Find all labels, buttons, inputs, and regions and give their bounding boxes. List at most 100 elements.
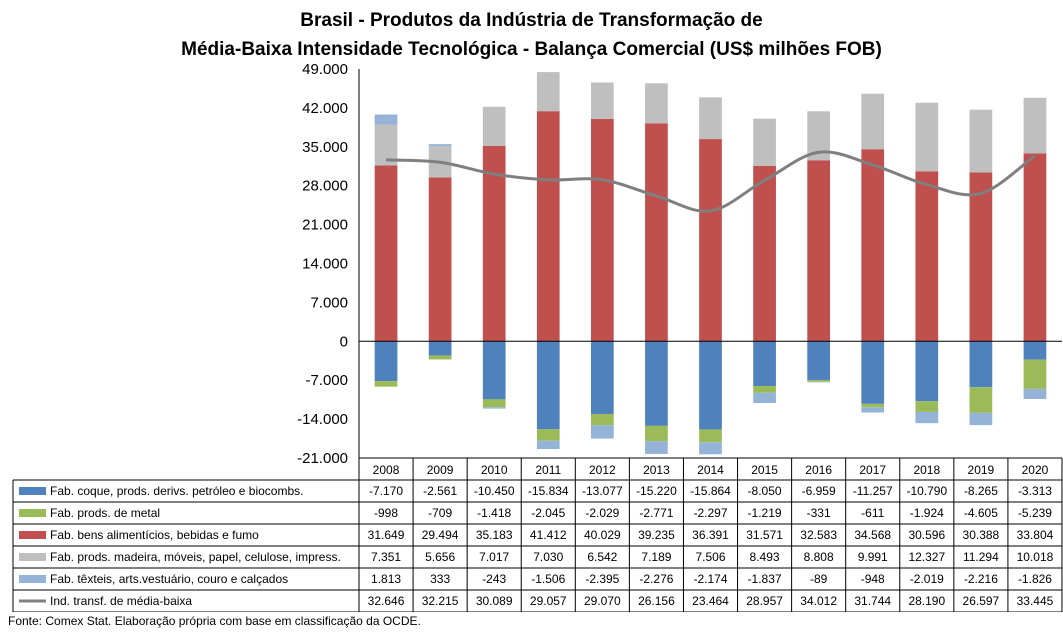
data-label: -15.834 bbox=[528, 484, 569, 498]
y-tick-label: 49.000 bbox=[302, 61, 348, 78]
bar-segment bbox=[645, 341, 668, 426]
x-tick-label: 2010 bbox=[481, 463, 508, 477]
data-label: -2.395 bbox=[585, 572, 619, 586]
bar-segment bbox=[590, 341, 614, 414]
data-label: 9.991 bbox=[858, 550, 888, 564]
data-label: 23.464 bbox=[692, 594, 729, 608]
data-label: -11.257 bbox=[853, 484, 893, 498]
data-label: -1.219 bbox=[748, 506, 782, 520]
bar-segment bbox=[374, 124, 398, 166]
data-label: -6.959 bbox=[802, 484, 836, 498]
data-label: 7.351 bbox=[371, 550, 401, 564]
data-label: 12.327 bbox=[908, 550, 945, 564]
bar-segment bbox=[915, 102, 939, 172]
data-label: 32.215 bbox=[422, 594, 459, 608]
data-label: -2.297 bbox=[693, 506, 727, 520]
data-label: 39.235 bbox=[638, 528, 675, 542]
bar-segment bbox=[536, 111, 560, 342]
bar-segment bbox=[699, 97, 722, 140]
data-label: 30.089 bbox=[476, 594, 513, 608]
bar-segment bbox=[1023, 153, 1047, 342]
data-label: -8.050 bbox=[748, 484, 782, 498]
data-label: 333 bbox=[430, 572, 450, 586]
legend-key bbox=[19, 509, 46, 517]
data-label: -2.019 bbox=[910, 572, 944, 586]
data-label: 31.571 bbox=[746, 528, 783, 542]
bar-segment bbox=[428, 144, 452, 146]
data-label: 29.057 bbox=[530, 594, 567, 608]
bar-segment bbox=[699, 341, 722, 430]
data-label: -2.045 bbox=[531, 506, 565, 520]
data-label: 30.388 bbox=[963, 528, 1000, 542]
data-label: -2.561 bbox=[423, 484, 457, 498]
bar-segment bbox=[482, 145, 506, 342]
y-tick-label: -7.000 bbox=[305, 372, 348, 389]
y-tick-label: 28.000 bbox=[302, 178, 348, 195]
data-label: -13.077 bbox=[582, 484, 623, 498]
legend-key bbox=[19, 531, 46, 539]
bar-segment bbox=[428, 355, 452, 360]
bar-segment bbox=[1023, 388, 1047, 399]
bar-segment bbox=[590, 425, 614, 439]
legend-label: Fab. prods. de metal bbox=[50, 506, 160, 520]
bar-segment bbox=[590, 413, 614, 426]
data-label: -15.864 bbox=[690, 484, 731, 498]
bar-segment bbox=[374, 114, 398, 125]
bar-segment bbox=[1023, 97, 1047, 154]
y-tick-label: 0 bbox=[340, 333, 348, 350]
x-tick-label: 2008 bbox=[373, 463, 400, 477]
data-label: -10.790 bbox=[906, 484, 947, 498]
bar-segment bbox=[699, 442, 722, 455]
bar-segment bbox=[536, 72, 560, 112]
data-label: -948 bbox=[861, 572, 885, 586]
data-label: 6.542 bbox=[587, 550, 617, 564]
y-tick-label: 14.000 bbox=[302, 256, 348, 273]
chart-canvas: 49.000 42.000 35.000 28.000 21.000 14.000 7.00… bbox=[12, 61, 1063, 612]
x-tick-label: 2015 bbox=[751, 463, 778, 477]
legend-key bbox=[19, 553, 46, 561]
bar-segment bbox=[590, 118, 614, 342]
bar-segment bbox=[969, 341, 993, 388]
bar-segment bbox=[753, 341, 776, 387]
data-label: 29.070 bbox=[584, 594, 621, 608]
data-label: -998 bbox=[374, 506, 398, 520]
bar-segment bbox=[645, 123, 668, 342]
data-label: 29.494 bbox=[422, 528, 459, 542]
y-tick-label: 35.000 bbox=[302, 139, 348, 156]
data-label: -1.506 bbox=[531, 572, 565, 586]
bar-segment bbox=[753, 386, 776, 393]
data-label: 8.808 bbox=[804, 550, 834, 564]
data-label: 31.649 bbox=[368, 528, 405, 542]
data-label: -8.265 bbox=[964, 484, 998, 498]
bar-segment bbox=[590, 82, 614, 119]
bar-segment bbox=[536, 341, 560, 430]
bar-segment bbox=[482, 407, 506, 409]
data-label: 33.445 bbox=[1017, 594, 1054, 608]
bar-segment bbox=[374, 341, 398, 382]
bar-segment bbox=[861, 407, 885, 413]
bar-segment bbox=[753, 118, 776, 166]
data-label: 7.030 bbox=[533, 550, 563, 564]
bar-segment bbox=[861, 341, 885, 404]
bar-segment bbox=[915, 171, 939, 342]
data-label: 7.506 bbox=[695, 550, 725, 564]
data-label: 1.813 bbox=[371, 572, 401, 586]
data-label: -1.826 bbox=[1018, 572, 1052, 586]
bar-segment bbox=[861, 93, 885, 150]
data-label: 31.744 bbox=[854, 594, 891, 608]
bar-segment bbox=[428, 341, 452, 356]
legend-label: Fab. prods. madeira, móveis, papel, celu… bbox=[50, 550, 341, 564]
bar-segment bbox=[915, 341, 939, 402]
x-tick-label: 2018 bbox=[913, 463, 940, 477]
bar-segment bbox=[482, 106, 506, 146]
data-label: 33.804 bbox=[1017, 528, 1054, 542]
data-label: 32.646 bbox=[368, 594, 405, 608]
data-label: 11.294 bbox=[963, 550, 999, 564]
x-tick-label: 2014 bbox=[697, 463, 724, 477]
data-label: -331 bbox=[807, 506, 831, 520]
data-label: 10.018 bbox=[1017, 550, 1054, 564]
bar-segment bbox=[645, 83, 668, 124]
data-label: 5.656 bbox=[425, 550, 455, 564]
bar-segment bbox=[645, 441, 668, 454]
data-label: -2.029 bbox=[585, 506, 619, 520]
